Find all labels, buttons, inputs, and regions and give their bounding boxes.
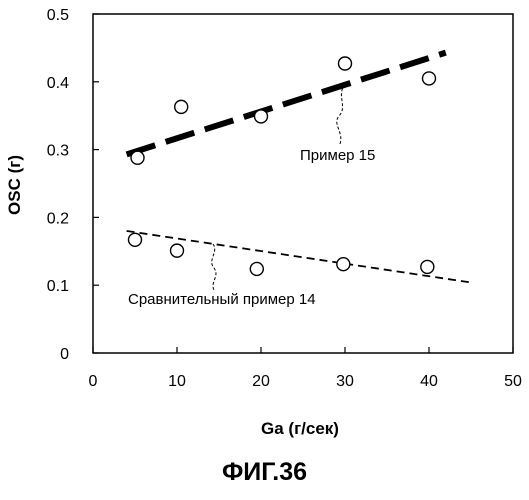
y-tick-label: 0.1	[47, 278, 69, 295]
chart: 0 0.1 0.2 0.3 0.4 0.5 0 10 20 30 40 50 Пример 15 С…	[0, 0, 529, 450]
y-axis-label: OSC (г)	[5, 155, 24, 215]
series-label-comparative-14: Сравнительный пример 14	[128, 291, 316, 308]
point-primer-15	[131, 151, 144, 164]
point-primer-15	[339, 57, 352, 70]
annotation-leaders	[212, 84, 345, 290]
point-primer-15	[255, 110, 268, 123]
y-tick-label: 0.3	[47, 143, 69, 160]
point-comparative-14	[250, 262, 263, 275]
x-tick-label: 40	[420, 373, 438, 390]
point-comparative-14	[129, 233, 142, 246]
point-comparative-14	[337, 258, 350, 271]
y-tick-label: 0.2	[47, 210, 69, 227]
data-points	[129, 57, 436, 275]
y-axis-ticks: 0 0.1 0.2 0.3 0.4 0.5	[47, 7, 99, 363]
x-tick-label: 10	[168, 373, 186, 390]
y-tick-label: 0.5	[47, 7, 69, 24]
point-comparative-14	[171, 244, 184, 257]
x-axis-label: Ga (г/сек)	[261, 419, 339, 438]
point-primer-15	[423, 72, 436, 85]
x-tick-label: 20	[252, 373, 270, 390]
point-comparative-14	[421, 260, 434, 273]
figure-caption: ФИГ.36	[0, 458, 529, 487]
leader-primer-15	[337, 84, 345, 144]
x-tick-label: 30	[336, 373, 354, 390]
trend-line-primer-15	[127, 53, 446, 155]
y-tick-label: 0	[60, 346, 69, 363]
x-tick-label: 0	[89, 373, 98, 390]
leader-comparative-14	[212, 244, 216, 290]
series-label-primer-15: Пример 15	[300, 147, 375, 164]
point-primer-15	[175, 100, 188, 113]
y-tick-label: 0.4	[47, 75, 69, 92]
x-tick-label: 50	[504, 373, 522, 390]
